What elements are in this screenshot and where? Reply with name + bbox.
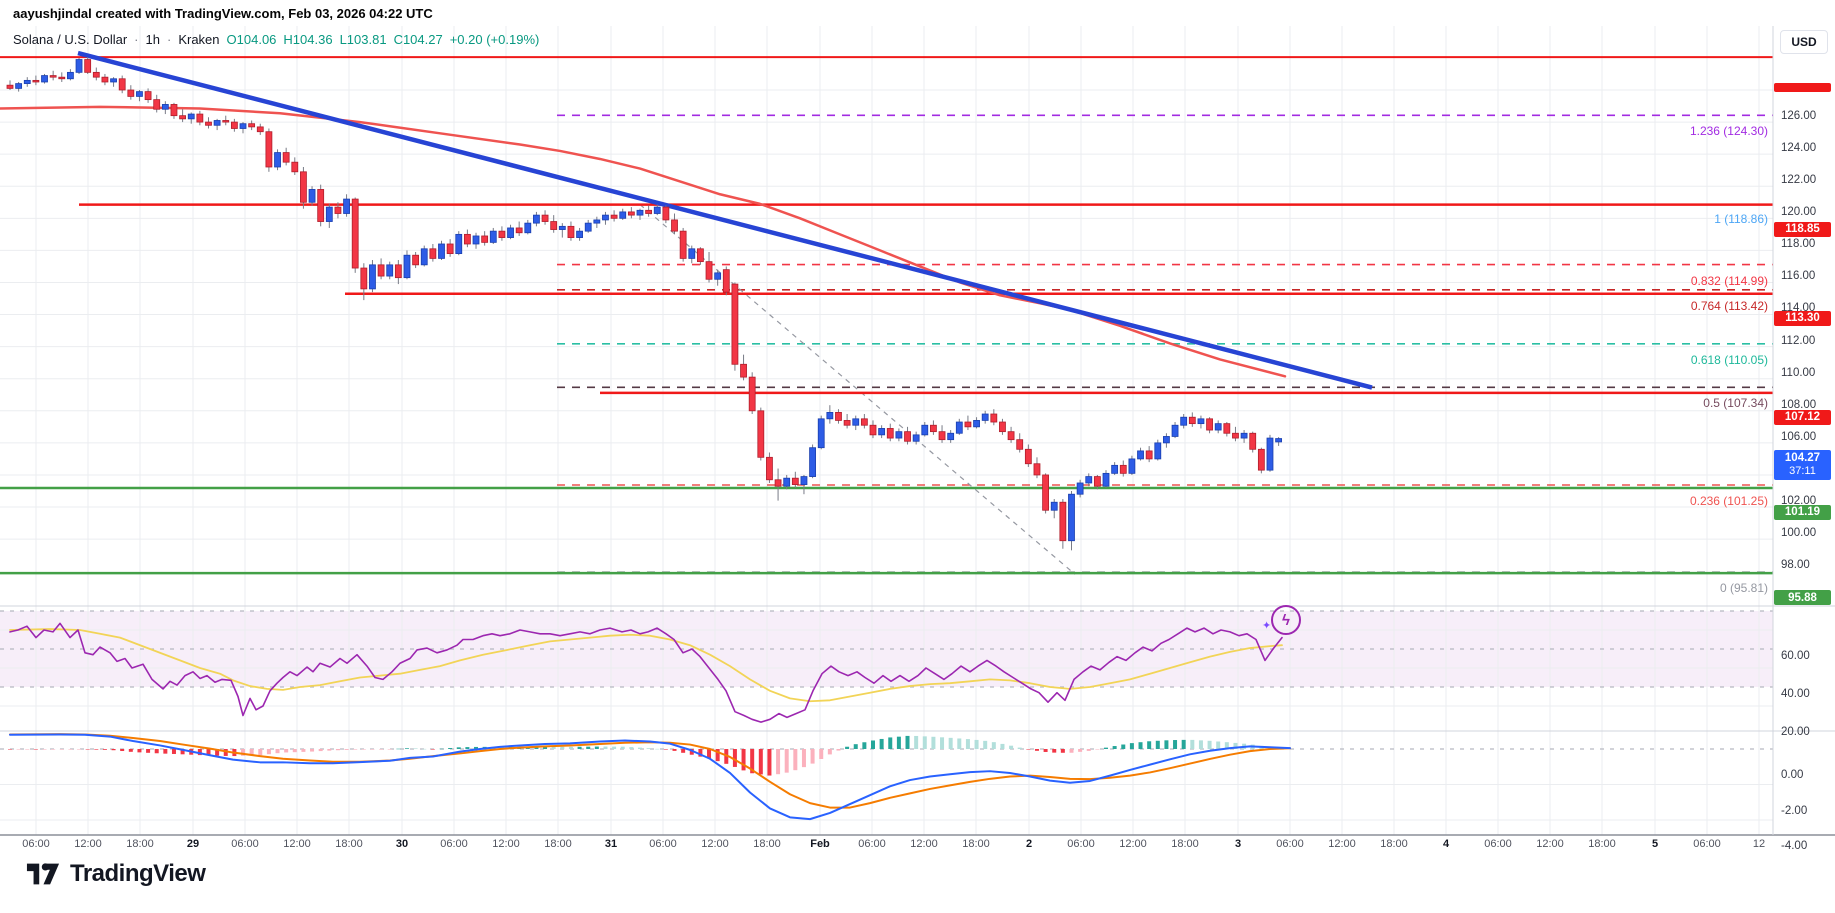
time-tick-label-3: 3	[1234, 838, 1242, 850]
macd-tick-label: 0.00	[1781, 769, 1804, 781]
price-tick-label: 116.00	[1781, 270, 1816, 283]
attribution-bar: aayushjindal created with TradingView.co…	[0, 0, 1835, 26]
chart-canvas[interactable]	[0, 26, 1835, 855]
ohlc-high: H104.36	[283, 32, 333, 47]
price-line-label-101.19: 101.19	[1774, 504, 1831, 520]
symbol-legend[interactable]: Solana / U.S. Dollar · 1h · Kraken O104.…	[13, 32, 539, 47]
price-tick-label: 124.00	[1781, 142, 1817, 155]
macd-tick-label: -2.00	[1781, 804, 1808, 817]
time-tick-label-4: 4	[1442, 838, 1450, 850]
exchange-label[interactable]: Kraken	[178, 32, 220, 47]
legend-separator: ·	[166, 32, 172, 47]
time-tick-label-12:00: 12:00	[492, 838, 520, 850]
time-tick-label-06:00: 06:00	[858, 838, 886, 850]
symbol-name[interactable]: Solana / U.S. Dollar	[13, 32, 128, 47]
time-tick-label-18:00: 18:00	[1380, 838, 1408, 850]
legend-separator: ·	[134, 32, 139, 47]
sparkle-icon: ✦	[1262, 620, 1272, 632]
time-tick-label-06:00: 06:00	[1276, 838, 1304, 850]
price-tick-label: 110.00	[1781, 366, 1816, 379]
time-tick-label-12:00: 12:00	[1536, 838, 1564, 850]
price-line-label-113.30: 113.30	[1774, 310, 1831, 326]
interval-label[interactable]: 1h	[145, 32, 160, 47]
ohlc-close: C104.27	[393, 32, 443, 47]
time-tick-label-12:00: 12:00	[1119, 838, 1147, 850]
macd-tick-label: -4.00	[1781, 840, 1808, 852]
price-line-label-95.88: 95.88	[1774, 590, 1831, 606]
chart-area[interactable]: Solana / U.S. Dollar · 1h · Kraken O104.…	[0, 26, 1835, 855]
time-tick-label-18:00: 18:00	[335, 838, 363, 850]
fib-level-label-0.5: 0.5 (107.34)	[1703, 396, 1768, 411]
footer: TradingView	[26, 860, 206, 888]
time-tick-label-06:00: 06:00	[649, 838, 677, 850]
time-tick-label-30: 30	[395, 838, 409, 850]
ohlc-open: O104.06	[226, 32, 277, 47]
rsi-tick-label: 60.00	[1781, 650, 1810, 662]
time-tick-label-18:00: 18:00	[962, 838, 990, 850]
rsi-tick-label: 40.00	[1781, 688, 1810, 700]
time-tick-label-12:00: 12:00	[910, 838, 938, 850]
fib-level-label-1: 1 (118.86)	[1714, 211, 1768, 226]
time-tick-label-Feb: Feb	[810, 838, 830, 850]
lightning-bolt-glyph: ϟ	[1282, 611, 1290, 629]
time-tick-label-2: 2	[1025, 838, 1033, 850]
time-tick-label-18:00: 18:00	[753, 838, 781, 850]
fib-level-label-0.832: 0.832 (114.99)	[1690, 273, 1768, 288]
fib-level-label-0: 0 (95.81)	[1719, 581, 1768, 596]
price-tick-label: 100.00	[1781, 527, 1817, 540]
time-tick-label-06:00: 06:00	[1484, 838, 1512, 850]
time-tick-label-06:00: 06:00	[1693, 838, 1721, 850]
ohlc-low: L103.81	[339, 32, 387, 47]
time-tick-label-18:00: 18:00	[126, 838, 154, 850]
price-tick-label: 98.00	[1781, 559, 1810, 572]
rsi-tick-label: 20.00	[1781, 726, 1810, 738]
fib-level-label-1.236: 1.236 (124.30)	[1689, 124, 1768, 139]
price-tick-label: 118.00	[1781, 238, 1816, 251]
time-tick-label-12: 12	[1752, 838, 1766, 850]
ohlc-change: +0.20 (+0.19%)	[449, 32, 540, 47]
price-tick-label: 112.00	[1781, 334, 1816, 347]
time-tick-label-18:00: 18:00	[1588, 838, 1616, 850]
price-tick-label: 126.00	[1781, 110, 1817, 122]
lightning-marker-icon[interactable]: ϟ	[1271, 605, 1301, 635]
fib-level-label-0.764: 0.764 (113.42)	[1690, 298, 1768, 313]
time-tick-label-18:00: 18:00	[1171, 838, 1199, 850]
time-tick-label-12:00: 12:00	[74, 838, 102, 850]
bar-countdown: 37:11	[1789, 464, 1816, 477]
tradingview-logo-icon[interactable]	[26, 860, 60, 888]
time-tick-label-06:00: 06:00	[440, 838, 468, 850]
last-price-value: 104.27	[1784, 451, 1821, 464]
time-tick-label-12:00: 12:00	[1328, 838, 1356, 850]
price-tick-label: 122.00	[1781, 174, 1817, 187]
price-tick-label: 106.00	[1781, 430, 1817, 443]
time-tick-label-29: 29	[186, 838, 200, 850]
price-line-label-118.85: 118.85	[1774, 221, 1831, 237]
last-price-label: 104.27 37:11	[1774, 449, 1831, 480]
price-tick-label: 108.00	[1781, 398, 1817, 411]
currency-label[interactable]: USD	[1780, 30, 1828, 54]
time-tick-label-31: 31	[604, 838, 618, 850]
time-tick-label-06:00: 06:00	[1067, 838, 1095, 850]
time-tick-label-12:00: 12:00	[701, 838, 729, 850]
time-tick-label-06:00: 06:00	[22, 838, 50, 850]
tradingview-logo-text[interactable]: TradingView	[70, 860, 206, 887]
price-line-label-clipped	[1774, 83, 1831, 93]
price-tick-label: 102.00	[1781, 494, 1817, 507]
time-tick-label-5: 5	[1651, 838, 1659, 850]
time-tick-label-18:00: 18:00	[544, 838, 572, 850]
price-tick-label: 120.00	[1781, 206, 1817, 219]
price-line-label-107.12: 107.12	[1774, 409, 1831, 425]
fib-level-label-0.236: 0.236 (101.25)	[1689, 493, 1768, 508]
time-tick-label-12:00: 12:00	[283, 838, 311, 850]
time-tick-label-06:00: 06:00	[231, 838, 259, 850]
fib-level-label-0.618: 0.618 (110.05)	[1690, 352, 1768, 367]
